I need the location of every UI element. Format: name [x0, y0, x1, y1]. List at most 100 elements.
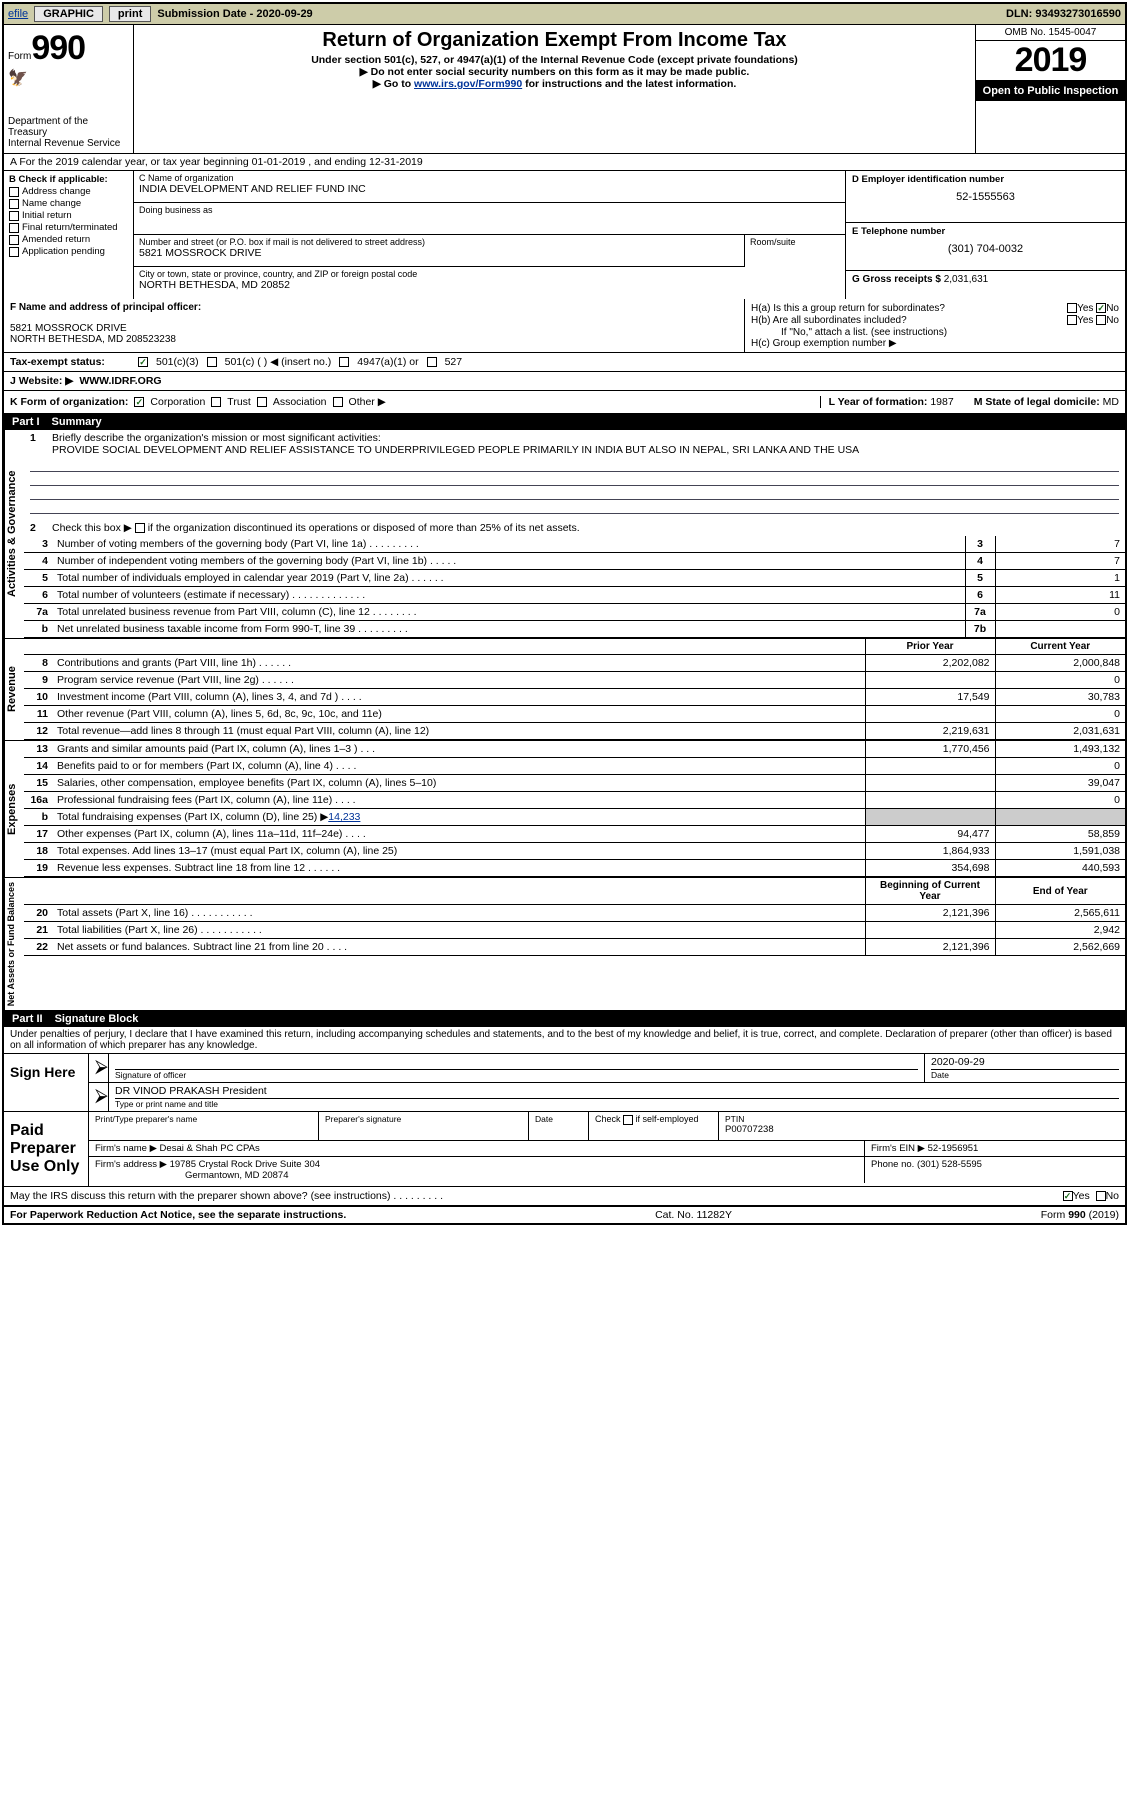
chk-amended[interactable]	[9, 235, 19, 245]
irs-label: Internal Revenue Service	[8, 138, 129, 149]
officer-label: F Name and address of principal officer:	[10, 302, 738, 313]
ein-label: D Employer identification number	[852, 174, 1119, 185]
form990-link[interactable]: www.irs.gov/Form990	[414, 78, 522, 90]
chk-final-return[interactable]	[9, 223, 19, 233]
fundraising-link[interactable]: 14,233	[328, 811, 360, 823]
line-text: Contributions and grants (Part VIII, lin…	[52, 655, 865, 672]
prep-name-field[interactable]	[95, 1124, 312, 1138]
current-year-value: 0	[995, 792, 1125, 809]
line-box: 7a	[965, 604, 995, 621]
line-box: 4	[965, 553, 995, 570]
city-value: NORTH BETHESDA, MD 20852	[139, 279, 840, 291]
current-year-header: Current Year	[995, 639, 1125, 655]
chk-501c3[interactable]	[138, 357, 148, 367]
q2-text: Check this box ▶ if the organization dis…	[52, 522, 580, 534]
prior-year-value: 17,549	[865, 689, 995, 706]
street-label: Number and street (or P.O. box if mail i…	[139, 237, 739, 247]
line-num: 18	[24, 843, 52, 860]
current-year-value: 30,783	[995, 689, 1125, 706]
ruled-line	[30, 486, 1119, 500]
chk-hb-no[interactable]	[1096, 315, 1106, 325]
line-box: 6	[965, 587, 995, 604]
print-button[interactable]: print	[109, 6, 151, 22]
state-domicile-label: M State of legal domicile:	[974, 396, 1103, 408]
prior-year-value	[865, 809, 995, 826]
prep-name-label: Print/Type preparer's name	[95, 1114, 312, 1124]
line-num: 7a	[24, 604, 52, 621]
sig-officer-field[interactable]	[115, 1056, 918, 1070]
firm-ein-label: Firm's EIN ▶	[871, 1143, 925, 1154]
prior-year-value	[865, 758, 995, 775]
chk-ha-yes[interactable]	[1067, 303, 1077, 313]
chk-other[interactable]	[333, 397, 343, 407]
begin-year-value: 2,121,396	[865, 905, 995, 922]
prior-year-value: 2,202,082	[865, 655, 995, 672]
prior-year-value	[865, 775, 995, 792]
chk-app-pending[interactable]	[9, 247, 19, 257]
line-num: 14	[24, 758, 52, 775]
line-text: Program service revenue (Part VIII, line…	[52, 672, 865, 689]
line-num: 13	[24, 741, 52, 758]
hc-label: H(c) Group exemption number ▶	[751, 338, 1119, 349]
begin-year-value	[865, 922, 995, 939]
line-num: b	[24, 621, 52, 638]
chk-name-change[interactable]	[9, 199, 19, 209]
prior-year-header: Prior Year	[865, 639, 995, 655]
chk-self-employed[interactable]	[623, 1115, 633, 1125]
prior-year-value: 1,864,933	[865, 843, 995, 860]
chk-discontinued[interactable]	[135, 523, 145, 533]
graphic-button[interactable]: GRAPHIC	[34, 6, 103, 22]
chk-discuss-no[interactable]	[1096, 1191, 1106, 1201]
line-num: 17	[24, 826, 52, 843]
ptin-value: P00707238	[725, 1124, 1119, 1135]
line-text: Number of voting members of the governin…	[52, 536, 965, 553]
chk-initial-return[interactable]	[9, 211, 19, 221]
chk-corp[interactable]	[134, 397, 144, 407]
firm-ein: 52-1956951	[928, 1143, 979, 1154]
street-value: 5821 MOSSROCK DRIVE	[139, 247, 739, 259]
sig-arrow-icon: ⮚	[89, 1054, 109, 1082]
chk-501c[interactable]	[207, 357, 217, 367]
form-title: Return of Organization Exempt From Incom…	[142, 29, 967, 52]
chk-assoc[interactable]	[257, 397, 267, 407]
col-b-checkboxes: B Check if applicable: Address change Na…	[4, 171, 134, 299]
chk-trust[interactable]	[211, 397, 221, 407]
current-year-value: 1,493,132	[995, 741, 1125, 758]
line-value: 7	[995, 536, 1125, 553]
chk-hb-yes[interactable]	[1067, 315, 1077, 325]
table-expenses: 13Grants and similar amounts paid (Part …	[24, 741, 1125, 877]
chk-527[interactable]	[427, 357, 437, 367]
chk-4947[interactable]	[339, 357, 349, 367]
form-org-label: K Form of organization:	[10, 396, 128, 408]
current-year-value: 39,047	[995, 775, 1125, 792]
line-text: Total number of individuals employed in …	[52, 570, 965, 587]
phone-value: (301) 704-0032	[852, 243, 1119, 255]
discuss-text: May the IRS discuss this return with the…	[10, 1190, 1063, 1202]
firm-addr2: Germantown, MD 20874	[95, 1170, 289, 1181]
topbar: efile GRAPHIC print Submission Date - 20…	[4, 4, 1125, 25]
line-num: 6	[24, 587, 52, 604]
line-text: Other expenses (Part IX, column (A), lin…	[52, 826, 865, 843]
chk-address-change[interactable]	[9, 187, 19, 197]
firm-phone: (301) 528-5595	[917, 1159, 982, 1170]
chk-ha-no[interactable]	[1096, 303, 1106, 313]
ruled-line	[30, 472, 1119, 486]
end-year-header: End of Year	[995, 878, 1125, 905]
col-b-label: B Check if applicable:	[9, 174, 128, 185]
part2-header: Part IISignature Block	[4, 1011, 1125, 1027]
chk-discuss-yes[interactable]	[1063, 1191, 1073, 1201]
efile-link[interactable]: efile	[8, 8, 28, 20]
line-value: 11	[995, 587, 1125, 604]
mission-text: PROVIDE SOCIAL DEVELOPMENT AND RELIEF AS…	[30, 444, 1119, 456]
line-text: Total assets (Part X, line 16) . . . . .…	[52, 905, 865, 922]
year-formation: 1987	[930, 396, 953, 408]
officer-addr2: NORTH BETHESDA, MD 208523238	[10, 334, 738, 345]
line-num: 3	[24, 536, 52, 553]
line-box: 5	[965, 570, 995, 587]
table-revenue: Prior YearCurrent Year8Contributions and…	[24, 639, 1125, 740]
gross-label: G Gross receipts $	[852, 274, 944, 285]
form-label: Form	[8, 51, 31, 62]
dln: DLN: 93493273016590	[1006, 8, 1121, 20]
table-net-assets: Beginning of Current YearEnd of Year20To…	[24, 878, 1125, 956]
sign-here-label: Sign Here	[4, 1054, 89, 1111]
